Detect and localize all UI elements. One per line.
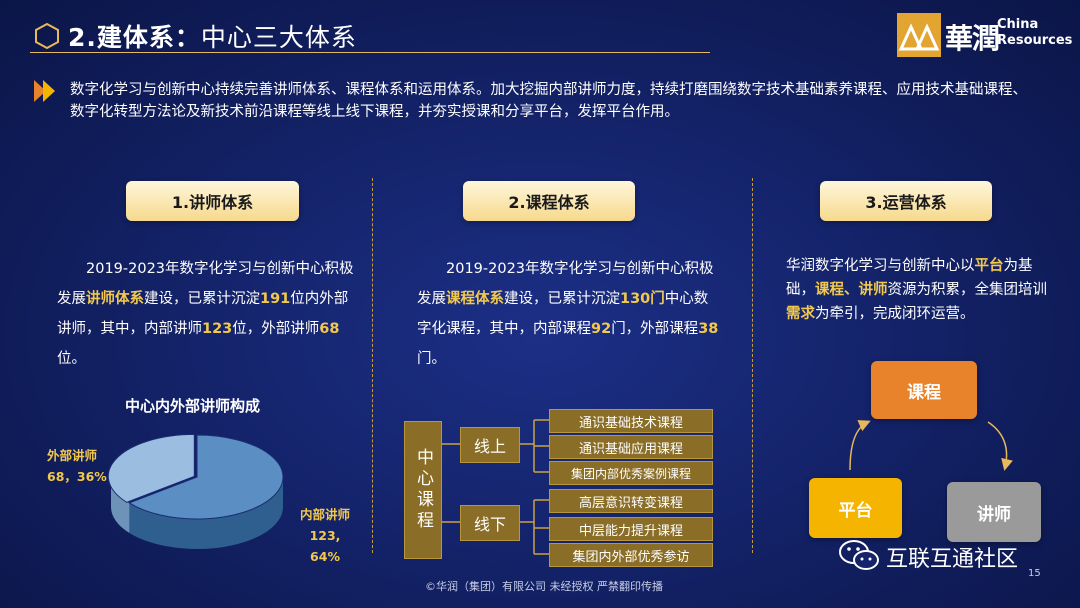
tree-root-center-courses: 中心课程 [404, 421, 442, 559]
pie-slice-internal [128, 434, 284, 520]
pie-chart [107, 433, 284, 549]
flow-node-platform: 平台 [809, 478, 902, 538]
flow-arrows [849, 420, 1013, 471]
hexagon-icon [35, 23, 59, 49]
page-number: 15 [1028, 568, 1041, 579]
course-online-3: 集团内部优秀案例课程 [549, 461, 713, 485]
flow-node-course: 课程 [871, 361, 977, 419]
operation-system-text: 华润数字化学习与创新中心以平台为基础，课程、讲师资源为积累，全集团培训需求为牵引… [786, 258, 1047, 322]
pie-chart-title: 中心内外部讲师构成 [125, 397, 261, 415]
teacher-system-text: 2019-2023年数字化学习与创新中心积极发展讲师体系建设，已累计沉淀191位… [57, 261, 354, 367]
course-system-text: 2019-2023年数字化学习与创新中心积极发展课程体系建设，已累计沉淀130门… [417, 261, 719, 367]
pie-side-internal [129, 477, 283, 549]
pill-teacher-system: 1.讲师体系 [126, 181, 299, 221]
tree-node-online: 线上 [460, 427, 520, 463]
course-offline-2: 中层能力提升课程 [549, 517, 713, 541]
course-online-2: 通识基础应用课程 [549, 435, 713, 459]
pill-operation-system: 3.运营体系 [820, 181, 992, 221]
column-divider [372, 178, 373, 553]
pie-label-external: 外部讲师 68，36% [47, 448, 107, 484]
pie-label-internal: 内部讲师 123, 64% [300, 507, 351, 564]
pill-course-system: 2.课程体系 [463, 181, 635, 221]
page-title: 2.建体系：中心三大体系 [68, 23, 357, 52]
pie-slice-external [107, 433, 195, 503]
course-offline-3: 集团内外部优秀参访 [549, 543, 713, 567]
column-divider [752, 178, 753, 553]
course-offline-1: 高层意识转变课程 [549, 489, 713, 513]
logo-mark-icon [897, 13, 941, 57]
logo-chinese: 華潤 [945, 22, 1000, 55]
intro-paragraph: 数字化学习与创新中心持续完善讲师体系、课程体系和运用体系。加大挖掘内部讲师力度，… [70, 82, 1027, 120]
title-underline [30, 52, 710, 53]
flow-node-teacher: 讲师 [947, 482, 1041, 542]
tree-node-offline: 线下 [460, 505, 520, 541]
wechat-icon [839, 540, 879, 570]
logo-english: China Resources [997, 17, 1073, 48]
china-resources-logo: 華潤 China Resources [897, 13, 1073, 61]
copyright-notice: ©华润（集团）有限公司 未经授权 严禁翻印传播 [425, 580, 663, 593]
course-online-1: 通识基础技术课程 [549, 409, 713, 433]
arrow-bullet-icon [34, 80, 55, 102]
watermark-text: 互联互通社区 [886, 547, 1019, 572]
